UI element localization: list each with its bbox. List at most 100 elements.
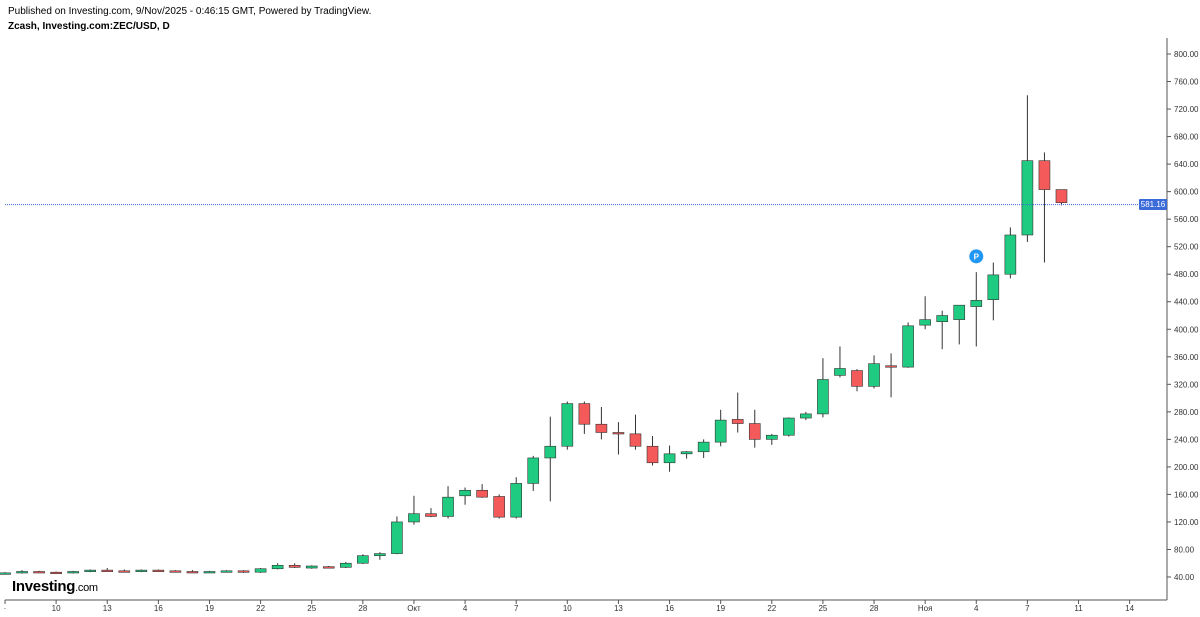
x-tick-label: 14 <box>1125 604 1134 613</box>
x-tick-label: 10 <box>52 604 61 613</box>
candle-body <box>817 379 829 415</box>
x-tick-label: 25 <box>307 604 316 613</box>
candle-body <box>851 370 863 387</box>
candle-body <box>714 419 727 443</box>
x-tick-label: 19 <box>205 604 214 613</box>
candle-body <box>1055 189 1068 203</box>
candle-body <box>16 571 28 574</box>
y-tick-label: 360.00 <box>1174 353 1199 362</box>
x-tick-label: 28 <box>870 604 879 613</box>
candle-body <box>408 513 420 523</box>
candle-body <box>288 565 301 568</box>
candle-body <box>152 569 165 572</box>
y-tick-label: 680.00 <box>1174 133 1199 142</box>
candle-body <box>84 569 96 572</box>
symbol-title: Zcash, Investing.com:ZEC/USD, D <box>8 21 170 32</box>
candle-body <box>834 368 846 376</box>
investing-logo: Investing.com <box>12 578 98 595</box>
candle-body <box>322 566 335 569</box>
marker-layer: P <box>969 249 984 264</box>
candles-layer <box>0 95 1068 575</box>
candle-body <box>271 565 284 570</box>
candle-body <box>339 562 352 568</box>
candle-body <box>0 572 11 575</box>
candle-body <box>1021 160 1034 236</box>
candle-body <box>374 553 386 556</box>
candle-body <box>237 570 250 573</box>
candle-body <box>987 274 1000 300</box>
candle-body <box>493 496 505 518</box>
candle-body <box>203 571 216 574</box>
candle-body <box>629 433 642 447</box>
candle-body <box>748 423 761 440</box>
candle-body <box>561 403 574 447</box>
candle-body <box>254 568 267 573</box>
candle-body <box>1038 160 1051 190</box>
candle-body <box>885 365 897 368</box>
candle-body <box>220 570 233 573</box>
y-tick-label: 440.00 <box>1174 298 1199 307</box>
y-tick-label: 800.00 <box>1174 50 1199 59</box>
y-tick-label: 240.00 <box>1174 435 1199 444</box>
candle-body <box>902 325 914 368</box>
candle-body <box>101 569 114 572</box>
y-tick-label: 640.00 <box>1174 160 1199 169</box>
x-tick-label: 16 <box>665 604 674 613</box>
candle-body <box>544 445 557 459</box>
y-tick-label: 280.00 <box>1174 408 1199 417</box>
event-marker <box>969 249 984 264</box>
candle-body <box>612 432 625 435</box>
candle-body <box>305 565 318 569</box>
y-tick-label: 600.00 <box>1174 188 1199 197</box>
x-tick-label: 19 <box>716 604 725 613</box>
logo-brand: Investing <box>12 578 76 595</box>
candle-body <box>33 571 45 574</box>
axes-layer: 40.00 80.00 120.00 160.00 200.00 240.00 280.00… <box>4 38 1199 613</box>
x-tick-label: Окт <box>407 604 421 613</box>
candle-body <box>357 555 369 564</box>
candle-body <box>697 441 710 453</box>
candle-body <box>135 569 148 572</box>
candle-body <box>731 419 744 424</box>
logo-suffix: .com <box>75 582 98 594</box>
y-tick-label: 720.00 <box>1174 105 1199 114</box>
x-tick-label: 22 <box>767 604 776 613</box>
candle-body <box>50 571 62 574</box>
candle-body <box>970 300 983 307</box>
candle-body <box>510 483 523 518</box>
x-tick-label: 16 <box>154 604 163 613</box>
x-tick-label: 13 <box>614 604 623 613</box>
y-tick-label: 520.00 <box>1174 243 1199 252</box>
current-price-tag: 581.16 <box>1139 199 1167 211</box>
candle-body <box>476 489 488 498</box>
x-tick-label: 4 <box>463 604 468 613</box>
candle-body <box>953 304 966 320</box>
y-tick-label: 480.00 <box>1174 270 1199 279</box>
published-caption: Published on Investing.com, 9/Nov/2025 -… <box>8 6 372 17</box>
candle-body <box>1004 234 1017 275</box>
event-marker-label: P <box>974 252 980 261</box>
candle-body <box>646 445 659 464</box>
candle-body <box>425 513 437 517</box>
y-tick-label: 400.00 <box>1174 325 1199 334</box>
candle-body <box>868 363 880 387</box>
x-tick-label: 4 <box>974 604 979 613</box>
candle-body <box>527 457 540 484</box>
y-tick-label: 560.00 <box>1174 215 1199 224</box>
candle-body <box>391 521 403 554</box>
x-tick-label: 22 <box>256 604 265 613</box>
candle-body <box>578 403 591 425</box>
candle-body <box>442 496 454 517</box>
y-tick-label: 80.00 <box>1174 545 1195 554</box>
x-tick-label: 13 <box>103 604 112 613</box>
candle-body <box>919 319 931 326</box>
candle-body <box>595 423 608 433</box>
candle-body <box>118 570 131 573</box>
y-tick-label: 760.00 <box>1174 78 1199 87</box>
candle-body <box>169 570 182 573</box>
y-tick-label: 120.00 <box>1174 518 1199 527</box>
y-tick-label: 320.00 <box>1174 380 1199 389</box>
candle-body <box>936 315 949 322</box>
x-tick-label: 28 <box>358 604 367 613</box>
